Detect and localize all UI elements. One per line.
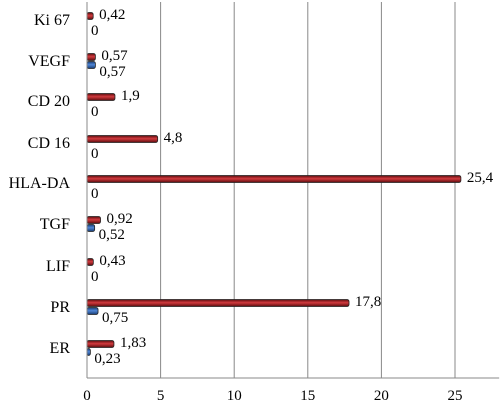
category-label: LIF: [46, 258, 70, 275]
x-axis: 0 5 10 15 20 25: [83, 2, 500, 404]
category-label: CD 16: [28, 135, 70, 152]
value-label: 0: [91, 186, 99, 202]
gridlines: [160, 2, 456, 378]
value-label: 0,52: [99, 227, 125, 243]
value-label: 0,57: [99, 64, 126, 80]
value-label: 25,4: [467, 170, 494, 186]
bar-primary: [86, 53, 96, 61]
category-label: PR: [50, 299, 70, 316]
value-label: 4,8: [164, 130, 183, 146]
bars: [86, 12, 462, 356]
bar-secondary: [86, 348, 91, 356]
x-tick-label: 5: [157, 388, 165, 404]
value-label: 0: [91, 104, 99, 120]
x-tick-label: 25: [448, 388, 463, 404]
value-labels: 0,4200,570,571,904,8025,400,920,520,4301…: [91, 7, 494, 367]
value-label: 0,57: [101, 48, 128, 64]
bar-primary: [86, 340, 115, 348]
category-label: VEGF: [28, 53, 70, 70]
category-label: CD 20: [28, 93, 70, 110]
value-label: 0,42: [99, 7, 125, 23]
x-tick-label: 20: [374, 388, 389, 404]
x-tick-label: 10: [227, 388, 242, 404]
bar-primary: [86, 12, 94, 20]
bar-primary: [86, 216, 101, 224]
value-label: 0: [91, 269, 99, 285]
bar-secondary: [86, 224, 96, 232]
bar-secondary: [86, 61, 96, 69]
bar-primary: [86, 93, 116, 101]
bar-primary: [86, 258, 94, 266]
value-label: 0,75: [102, 310, 128, 326]
bar-secondary: [86, 307, 99, 315]
value-label: 0: [91, 146, 99, 162]
value-label: 0,43: [99, 253, 125, 269]
category-label: HLA-DA: [9, 175, 71, 192]
bar-primary: [86, 299, 350, 307]
category-labels: Ki 67 VEGF CD 20 CD 16 HLA-DA TGF LIF PR ER: [9, 12, 71, 357]
x-tick-label: 15: [300, 388, 315, 404]
bar-primary: [86, 135, 159, 143]
category-label: Ki 67: [34, 12, 70, 29]
bar-primary: [86, 175, 462, 183]
value-label: 1,83: [120, 335, 146, 351]
value-label: 0,92: [107, 211, 133, 227]
value-label: 0: [91, 23, 99, 39]
value-label: 0,23: [94, 351, 120, 367]
value-label: 17,8: [355, 294, 381, 310]
x-tick-label: 0: [83, 388, 91, 404]
category-label: ER: [50, 340, 71, 357]
value-label: 1,9: [121, 88, 140, 104]
category-label: TGF: [40, 216, 70, 233]
